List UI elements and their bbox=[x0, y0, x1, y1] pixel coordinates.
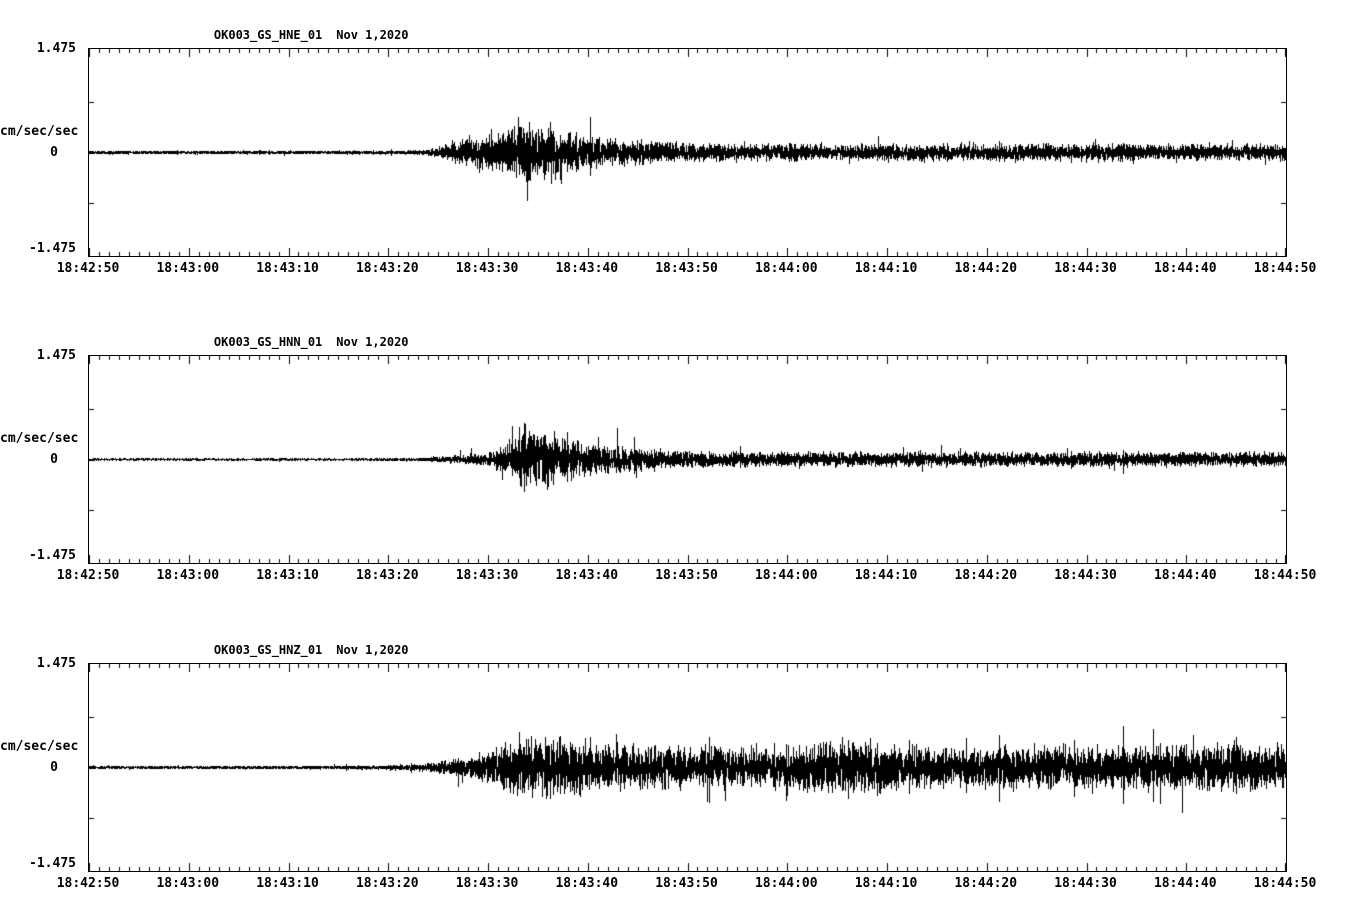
y-max-label: 1.475 bbox=[36, 41, 76, 56]
waveform-canvas bbox=[89, 356, 1286, 563]
x-tick-label: 18:44:00 bbox=[754, 261, 818, 276]
y-axis-unit-label: cm/sec/sec bbox=[0, 431, 79, 446]
x-tick-label: 18:43:10 bbox=[256, 261, 319, 276]
x-tick-label: 18:44:30 bbox=[1054, 568, 1117, 583]
x-tick-label: 18:43:00 bbox=[156, 261, 220, 276]
x-tick-label: 18:44:00 bbox=[754, 568, 818, 583]
x-tick-label: 18:44:20 bbox=[954, 261, 1018, 276]
x-tick-label: 18:44:10 bbox=[854, 876, 918, 891]
y-min-label: -1.475 bbox=[29, 548, 76, 563]
x-tick-label: 18:43:10 bbox=[256, 876, 319, 891]
chart-date: Nov 1,2020 bbox=[336, 28, 409, 42]
x-tick-label: 18:44:20 bbox=[954, 568, 1018, 583]
x-tick-label: 18:43:50 bbox=[655, 876, 718, 891]
chart-title: OK003_GS_HNN_01 bbox=[213, 335, 323, 349]
x-tick-label: 18:43:20 bbox=[355, 568, 419, 583]
x-tick-label: 18:42:50 bbox=[56, 568, 120, 583]
x-tick-label: 18:43:40 bbox=[555, 876, 619, 891]
y-zero-label: 0 bbox=[50, 452, 58, 467]
x-tick-label: 18:44:50 bbox=[1253, 876, 1317, 891]
x-tick-label: 18:43:50 bbox=[655, 568, 718, 583]
x-tick-label: 18:42:50 bbox=[56, 261, 120, 276]
waveform-canvas bbox=[89, 49, 1286, 256]
waveform-plot-area bbox=[88, 355, 1287, 564]
x-tick-label: 18:42:50 bbox=[56, 876, 120, 891]
x-tick-label: 18:44:10 bbox=[854, 568, 918, 583]
y-min-label: -1.475 bbox=[29, 241, 76, 256]
x-tick-label: 18:43:20 bbox=[355, 876, 419, 891]
x-axis-tick-labels: 18:42:50 18:43:00 18:43:10 18:43:20 18:43:30… bbox=[0, 568, 1358, 584]
x-tick-label: 18:44:50 bbox=[1253, 568, 1317, 583]
seismogram-chart-hne: OK003_GS_HNE_01 Nov 1,2020 1.475 cm/sec/s… bbox=[0, 0, 1358, 307]
y-max-label: 1.475 bbox=[36, 348, 76, 363]
x-tick-label: 18:44:20 bbox=[954, 876, 1018, 891]
y-axis-unit-label: cm/sec/sec bbox=[0, 739, 79, 754]
x-tick-label: 18:43:50 bbox=[655, 261, 718, 276]
chart-title: OK003_GS_HNE_01 bbox=[213, 28, 323, 42]
x-tick-label: 18:44:00 bbox=[754, 876, 818, 891]
seismogram-chart-hnn: OK003_GS_HNN_01 Nov 1,2020 1.475 cm/sec/s… bbox=[0, 307, 1358, 614]
waveform-plot-area bbox=[88, 663, 1287, 872]
waveform-plot-area bbox=[88, 48, 1287, 257]
x-tick-label: 18:44:30 bbox=[1054, 261, 1117, 276]
x-tick-label: 18:43:00 bbox=[156, 876, 220, 891]
chart-title-row: OK003_GS_HNE_01 Nov 1,2020 bbox=[185, 14, 409, 56]
x-axis-tick-labels: 18:42:50 18:43:00 18:43:10 18:43:20 18:43:30… bbox=[0, 261, 1358, 277]
x-tick-label: 18:43:00 bbox=[156, 568, 220, 583]
x-axis-tick-labels: 18:42:50 18:43:00 18:43:10 18:43:20 18:43:30… bbox=[0, 876, 1358, 892]
x-tick-label: 18:43:10 bbox=[256, 568, 319, 583]
chart-date: Nov 1,2020 bbox=[336, 643, 409, 657]
x-tick-label: 18:44:40 bbox=[1153, 568, 1217, 583]
y-axis-unit-label: cm/sec/sec bbox=[0, 124, 79, 139]
x-tick-label: 18:44:40 bbox=[1153, 261, 1217, 276]
chart-title-row: OK003_GS_HNN_01 Nov 1,2020 bbox=[185, 321, 409, 363]
y-zero-label: 0 bbox=[50, 145, 58, 160]
x-tick-label: 18:44:50 bbox=[1253, 261, 1317, 276]
chart-title-row: OK003_GS_HNZ_01 Nov 1,2020 bbox=[185, 629, 409, 671]
seismogram-chart-hnz: OK003_GS_HNZ_01 Nov 1,2020 1.475 cm/sec/s… bbox=[0, 615, 1358, 922]
chart-date: Nov 1,2020 bbox=[336, 335, 409, 349]
x-tick-label: 18:43:20 bbox=[355, 261, 419, 276]
y-min-label: -1.475 bbox=[29, 856, 76, 871]
x-tick-label: 18:44:30 bbox=[1054, 876, 1117, 891]
x-tick-label: 18:44:10 bbox=[854, 261, 918, 276]
x-tick-label: 18:43:30 bbox=[455, 876, 519, 891]
x-tick-label: 18:43:40 bbox=[555, 568, 619, 583]
x-tick-label: 18:43:40 bbox=[555, 261, 619, 276]
waveform-canvas bbox=[89, 664, 1286, 871]
x-tick-label: 18:43:30 bbox=[455, 261, 519, 276]
chart-title: OK003_GS_HNZ_01 bbox=[213, 643, 323, 657]
y-max-label: 1.475 bbox=[36, 656, 76, 671]
y-zero-label: 0 bbox=[50, 760, 58, 775]
x-tick-label: 18:43:30 bbox=[455, 568, 519, 583]
x-tick-label: 18:44:40 bbox=[1153, 876, 1217, 891]
